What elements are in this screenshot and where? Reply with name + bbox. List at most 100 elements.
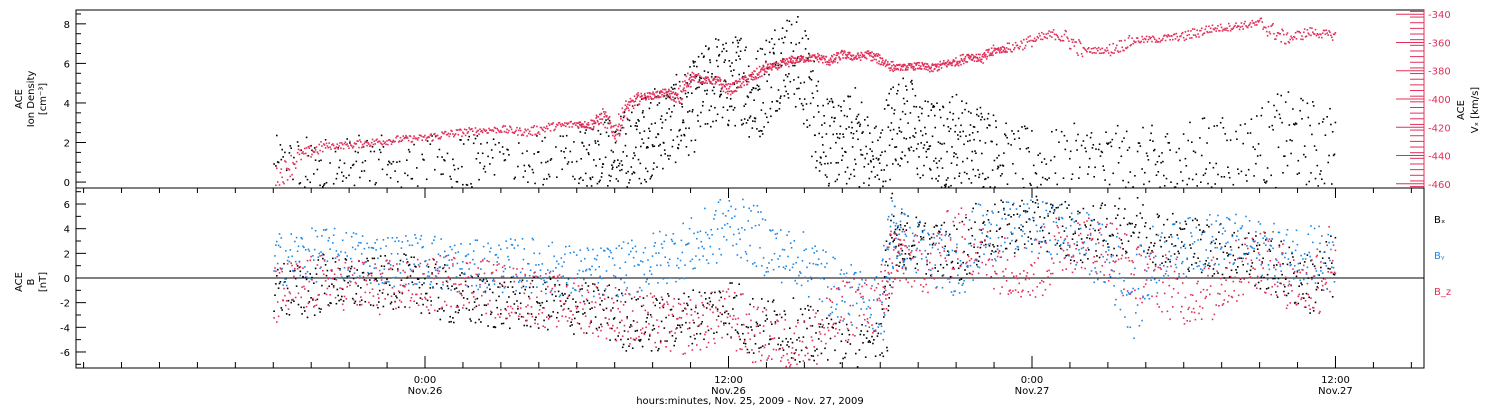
vx-series-point (770, 63, 773, 66)
vx-series-point (976, 56, 978, 59)
ion-density-series-point (618, 132, 620, 135)
vx-series-point (1283, 33, 1285, 36)
series-by-point (340, 250, 342, 253)
series-by-point (421, 246, 423, 249)
ion-density-series-point (733, 106, 736, 109)
vx-series-point (1184, 31, 1187, 33)
vx-series-point (884, 65, 887, 68)
series-bx-point (537, 327, 540, 329)
ion-density-series-point (825, 155, 827, 158)
series-bx-point (637, 298, 639, 300)
series-bx-point (741, 324, 743, 326)
vx-series-point (459, 128, 461, 131)
vx-series-point (551, 123, 554, 125)
ion-density-series-point (341, 171, 343, 174)
ion-density-series-point (911, 88, 914, 90)
vx-series-point (621, 119, 624, 122)
ion-density-series-point (1023, 125, 1026, 128)
vx-series-point (901, 65, 903, 68)
series-bx-point (678, 324, 681, 327)
ion-density-series-point (824, 162, 826, 165)
series-bx-point (619, 321, 621, 324)
ion-density-series-point (345, 177, 348, 179)
series-bx-point (489, 288, 491, 291)
series-by-point (313, 259, 315, 261)
vx-series-point (574, 122, 576, 124)
ion-density-series-point (534, 182, 536, 185)
ion-density-series-point (887, 104, 890, 106)
ion-density-series-point (887, 104, 889, 107)
vx-series-point (561, 123, 563, 125)
ion-density-series-point (628, 119, 631, 122)
vx-series-point (679, 102, 682, 104)
series-bx-point (924, 222, 927, 225)
vx-series-point (1091, 52, 1094, 54)
ion-density-series-point (625, 133, 627, 135)
ion-density-series-point (1034, 172, 1037, 174)
vx-series-point (926, 66, 928, 68)
ion-density-series-point (1206, 142, 1208, 144)
series-by-point (467, 253, 470, 256)
ion-density-series-point (479, 162, 481, 164)
ion-density-series-point (1289, 139, 1291, 141)
series-bx-point (948, 254, 950, 256)
series-bx-point (544, 281, 546, 284)
ion-density-series-point (1327, 161, 1329, 164)
ion-density-series-point (573, 141, 575, 143)
series-bx-point (978, 255, 981, 258)
ion-density-series-point (927, 100, 929, 103)
series-by-point (558, 295, 561, 298)
ion-density-series-point (891, 107, 893, 109)
ion-density-series-point (784, 36, 786, 38)
ion-density-series-point (443, 159, 445, 161)
ion-density-series-point (1302, 99, 1304, 102)
vx-series-point (969, 55, 971, 57)
vx-series-point (287, 168, 290, 170)
series-bx-point (1036, 199, 1039, 201)
series-bx-point (1064, 201, 1067, 203)
series-by-point (397, 240, 400, 242)
vx-series-point (747, 78, 750, 81)
ion-density-series-point (936, 166, 939, 169)
top-right-tick-label: -460 (1428, 180, 1451, 191)
vx-series-point (790, 55, 793, 58)
series-by-point (705, 259, 708, 261)
vx-series-point (313, 151, 316, 153)
series-bx-point (381, 292, 384, 294)
series-by-point (360, 253, 363, 255)
series-by-point (397, 253, 399, 255)
series-bx-point (459, 274, 461, 277)
series-by-point (838, 288, 841, 291)
ion-density-series-point (1296, 173, 1299, 175)
ion-density-series-point (609, 180, 611, 182)
vx-series-point (963, 59, 966, 62)
ion-density-series-point (901, 158, 903, 160)
ion-density-series-point (1071, 173, 1074, 175)
series-bx-point (1122, 248, 1124, 250)
ion-density-series-point (297, 145, 300, 147)
vx-series-point (753, 78, 756, 81)
series-bx-point (475, 305, 478, 308)
series-bx-point (1276, 296, 1279, 298)
series-bx-point (1010, 216, 1012, 218)
ion-density-series-point (1292, 108, 1294, 110)
series-bx-point (940, 224, 943, 227)
vx-series-point (874, 54, 876, 56)
vx-series-point (628, 109, 630, 112)
ion-density-series-point (1011, 130, 1013, 132)
ion-density-series-point (981, 116, 983, 118)
ion-density-series-point (818, 170, 821, 172)
series-by-point (459, 268, 461, 270)
series-bx-point (454, 311, 457, 313)
ion-density-series-point (939, 109, 941, 111)
series-by-point (471, 284, 473, 287)
vx-series-point (853, 57, 855, 59)
vx-series-point (834, 58, 837, 61)
vx-series-point (593, 126, 595, 128)
series-by-point (771, 259, 773, 261)
vx-series-point (658, 96, 661, 99)
series-by-point (666, 282, 668, 285)
series-by-point (492, 278, 495, 281)
vx-series-point (761, 75, 763, 77)
ion-density-series-point (924, 100, 927, 102)
